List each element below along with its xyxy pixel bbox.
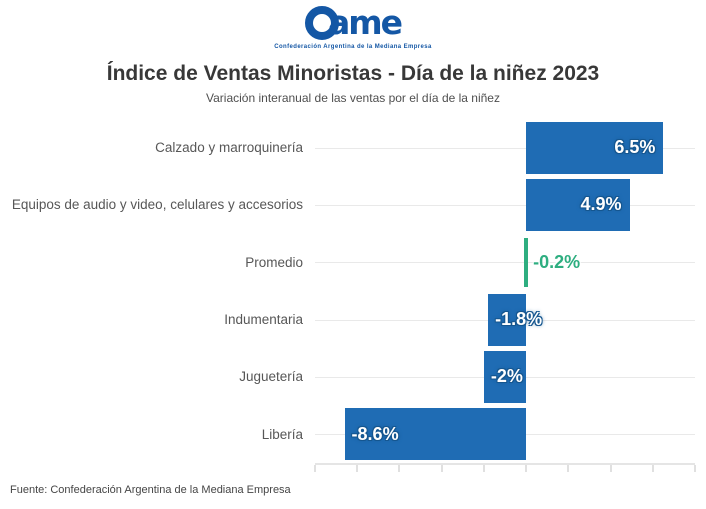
gridline bbox=[315, 262, 695, 264]
bar bbox=[483, 350, 527, 403]
came-logo-wordmark: ame bbox=[274, 4, 431, 42]
plot-cell: -1.8% bbox=[315, 291, 695, 348]
gridline bbox=[315, 147, 695, 149]
plot-cell: -8.6% bbox=[315, 405, 695, 462]
axis-tick bbox=[356, 464, 359, 472]
gridline bbox=[315, 204, 695, 206]
category-label: Promedio bbox=[245, 254, 303, 270]
plot-cell: 6.5% bbox=[315, 119, 695, 176]
x-axis-row bbox=[0, 462, 696, 473]
chart-row: Libería -8.6% bbox=[0, 405, 695, 462]
chart-row: Juguetería -2% bbox=[0, 348, 695, 405]
category-label: Libería bbox=[261, 426, 303, 442]
axis-tick bbox=[651, 464, 654, 472]
axis-tick bbox=[694, 464, 696, 472]
value-label: 4.9% bbox=[580, 194, 622, 215]
value-label: 6.5% bbox=[614, 137, 656, 158]
bar-chart: Calzado y marroquinería 6.5% Equipos de au… bbox=[0, 119, 696, 473]
chart-rows: Calzado y marroquinería 6.5% Equipos de au… bbox=[0, 119, 695, 463]
axis-tick bbox=[567, 464, 570, 472]
chart-subtitle: Variación interanual de las ventas por e… bbox=[206, 91, 500, 105]
axis-tick bbox=[314, 464, 316, 472]
axis-spacer bbox=[0, 463, 315, 473]
average-marker bbox=[524, 237, 529, 287]
plot-cell: 4.9% bbox=[315, 176, 695, 233]
came-logo: ame Confederación Argentina de la Median… bbox=[274, 4, 432, 51]
chart-row: Equipos de audio y video, celulares y ac… bbox=[0, 176, 695, 233]
chart-title: Índice de Ventas Minoristas - Día de la … bbox=[106, 62, 600, 85]
category-label: Calzado y marroquinería bbox=[155, 140, 303, 156]
category-label: Indumentaria bbox=[224, 312, 303, 328]
came-logo-tagline: Confederación Argentina de la Mediana Em… bbox=[274, 44, 432, 50]
axis-tick bbox=[482, 464, 485, 472]
value-label: -0.2% bbox=[533, 251, 581, 272]
bar bbox=[344, 408, 527, 461]
chart-row: Promedio -0.2% bbox=[0, 234, 695, 291]
category-label: Juguetería bbox=[239, 369, 303, 385]
bar bbox=[526, 178, 630, 231]
axis-tick bbox=[609, 464, 612, 472]
chart-row: Calzado y marroquinería 6.5% bbox=[0, 119, 695, 176]
axis-tick bbox=[398, 464, 401, 472]
x-axis bbox=[314, 462, 696, 473]
value-label: -2% bbox=[490, 366, 523, 387]
came-logo-text: ame bbox=[327, 3, 403, 42]
header: ame Confederación Argentina de la Median… bbox=[0, 0, 706, 106]
came-logo-c-ring-icon bbox=[304, 6, 339, 40]
bar bbox=[526, 121, 664, 174]
axis-tick bbox=[440, 464, 443, 472]
category-label: Equipos de audio y video, celulares y ac… bbox=[11, 197, 303, 213]
source-note: Fuente: Confederación Argentina de la Me… bbox=[10, 484, 291, 496]
plot-cell: -2% bbox=[315, 348, 695, 405]
bar bbox=[488, 293, 527, 346]
chart-row: Indumentaria -1.8% bbox=[0, 291, 695, 348]
axis-tick bbox=[525, 464, 528, 472]
value-label: -8.6% bbox=[351, 423, 399, 444]
plot-cell: -0.2% bbox=[315, 234, 695, 291]
value-label: -1.8% bbox=[495, 309, 543, 330]
